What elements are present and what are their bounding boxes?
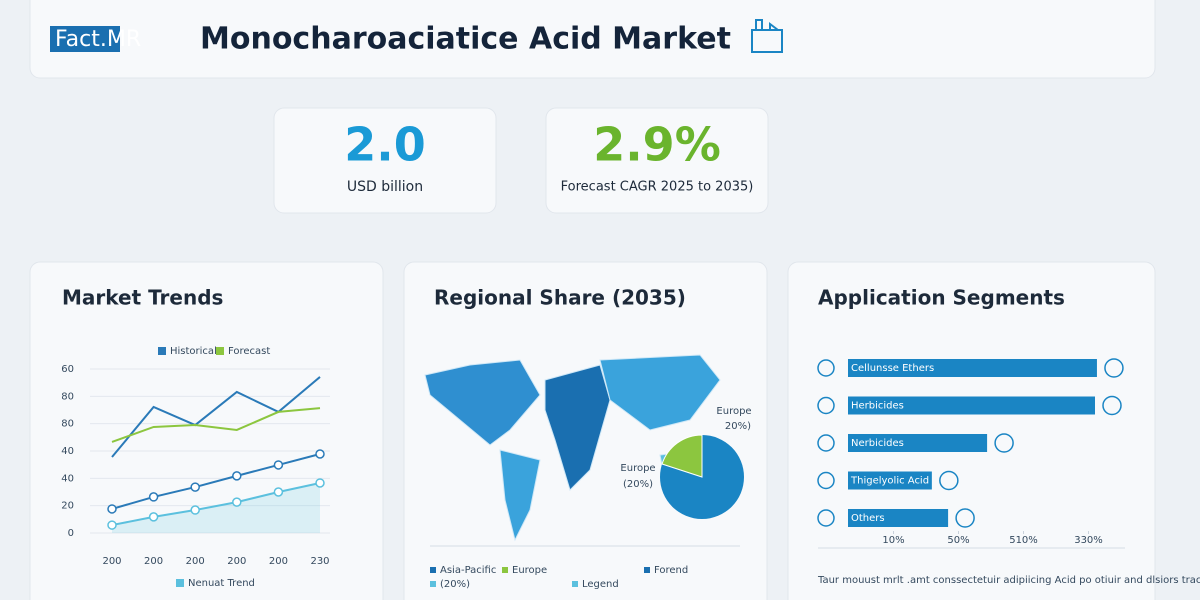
legend-swatch	[430, 567, 436, 573]
x-tick-label: 200	[102, 556, 121, 567]
legend-label: Historical	[170, 346, 217, 357]
bar	[848, 509, 949, 527]
icon	[817, 509, 835, 527]
legend-swatch	[176, 579, 184, 587]
series-line	[111, 482, 321, 527]
icon	[1104, 358, 1124, 378]
x-tick-label: 230	[310, 556, 329, 567]
y-tick-label: 0	[68, 528, 74, 539]
kpi-card	[273, 107, 497, 214]
legend-label: Nenuat Trend	[188, 578, 255, 589]
header-card	[29, 0, 1156, 79]
bar	[848, 471, 932, 490]
panel-title: Regional Share (2035)	[434, 286, 686, 310]
icon	[939, 470, 959, 491]
y-tick-label: 80	[61, 419, 74, 430]
bar-label: Herbicides	[851, 401, 904, 412]
series-line	[111, 453, 321, 510]
x-tick-label: 10%	[882, 535, 904, 546]
bar-label: Others	[851, 513, 885, 524]
legend-swatch	[502, 567, 508, 573]
annotation: (20%)	[623, 479, 653, 490]
legend-swatch	[430, 581, 436, 587]
y-tick-label: 40	[61, 446, 74, 457]
legend-label: Forend	[654, 565, 688, 576]
x-tick-label: 200	[269, 556, 288, 567]
point	[315, 449, 325, 459]
x-tick-label: 510%	[1009, 535, 1038, 546]
logo-box	[50, 26, 120, 52]
slice-label: 20%)	[725, 421, 751, 432]
panel	[29, 261, 384, 600]
legend-swatch	[158, 347, 166, 355]
legend-swatch	[216, 347, 224, 355]
legend-label: Europe	[512, 565, 547, 576]
kpi-label: Forecast CAGR 2025 to 2035)	[561, 180, 754, 195]
x-tick-label: 200	[186, 556, 205, 567]
point	[107, 504, 117, 514]
legend-swatch	[572, 581, 578, 587]
bar-label: Cellunsse Ethers	[851, 363, 934, 374]
pie-slice	[661, 434, 703, 478]
icon	[1102, 395, 1122, 416]
icon	[817, 471, 835, 490]
point	[148, 492, 159, 502]
legend-label: Forecast	[228, 346, 270, 357]
bar-label: Thigelyolic Acid	[850, 476, 929, 487]
x-tick-label: 330%	[1074, 535, 1103, 546]
icon	[817, 359, 835, 377]
x-tick-label: 200	[144, 556, 163, 567]
point	[273, 487, 284, 497]
slice-name: Europe	[716, 406, 751, 417]
point	[315, 478, 325, 488]
factory-icon	[751, 19, 783, 53]
series-line	[111, 407, 321, 443]
page-title: Monocharoaciatice Acid Market	[200, 22, 731, 57]
panel-title: Market Trends	[62, 286, 223, 310]
bar-label: Nerbicides	[851, 438, 904, 449]
point	[232, 471, 242, 481]
annotation: Europe	[620, 463, 655, 474]
y-tick-label: 20	[61, 501, 74, 512]
icon	[817, 434, 835, 452]
kpi-value: 2.9%	[593, 118, 721, 172]
point	[107, 520, 117, 530]
point	[190, 482, 200, 492]
point	[273, 460, 284, 470]
x-tick-label: 200	[227, 556, 246, 567]
panel	[787, 261, 1156, 600]
bar	[848, 359, 1097, 377]
point	[232, 497, 242, 507]
icon	[817, 396, 835, 415]
legend-label: Legend	[582, 579, 619, 590]
point	[148, 512, 159, 522]
icon	[955, 508, 975, 528]
logo: Fact.MR	[55, 27, 141, 52]
y-tick-label: 40	[61, 473, 74, 484]
footnote: Taur mouust mrlt .amt conssectetuir adip…	[817, 575, 1200, 586]
point	[190, 505, 200, 515]
kpi-value: 2.0	[344, 118, 426, 172]
kpi-label: USD billion	[347, 179, 423, 195]
legend-label: (20%)	[440, 579, 470, 590]
legend-swatch	[644, 567, 650, 573]
series-line	[111, 376, 321, 458]
icon	[994, 433, 1014, 453]
bar	[848, 434, 988, 452]
y-tick-label: 80	[61, 391, 74, 402]
bar	[848, 396, 1095, 415]
panel-title: Application Segments	[818, 286, 1065, 310]
legend-label: Asia-Pacific	[440, 565, 496, 576]
y-tick-label: 60	[61, 364, 74, 375]
kpi-card	[545, 107, 769, 214]
x-tick-label: 50%	[947, 535, 969, 546]
